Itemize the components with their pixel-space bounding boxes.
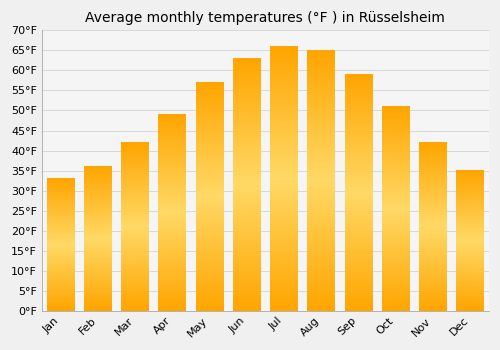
Title: Average monthly temperatures (°F ) in Rüsselsheim: Average monthly temperatures (°F ) in Rü…: [86, 11, 446, 25]
